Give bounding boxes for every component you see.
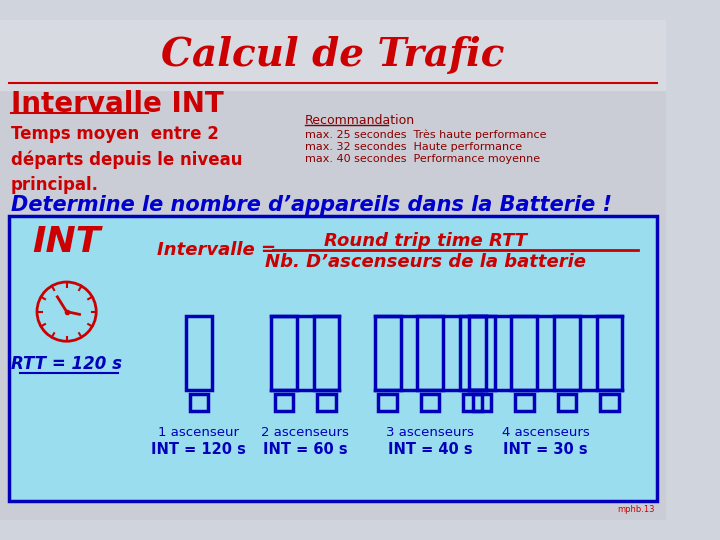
Bar: [459, 316, 485, 390]
Bar: [516, 394, 534, 410]
Bar: [421, 394, 439, 410]
Bar: [271, 316, 297, 390]
Bar: [554, 316, 580, 390]
Bar: [0, 21, 666, 90]
Text: 2 ascenseurs: 2 ascenseurs: [261, 426, 349, 440]
Text: max. 25 secondes  Très haute performance: max. 25 secondes Très haute performance: [305, 130, 546, 140]
Bar: [318, 394, 336, 410]
Bar: [378, 394, 397, 410]
Text: Round trip time RTT: Round trip time RTT: [324, 232, 527, 251]
Text: Temps moyen  entre 2
départs depuis le niveau
principal.: Temps moyen entre 2 départs depuis le ni…: [11, 125, 243, 193]
Bar: [597, 316, 623, 390]
Text: Calcul de Trafic: Calcul de Trafic: [161, 36, 505, 75]
Text: mphb.13: mphb.13: [617, 505, 655, 514]
Text: 1 ascenseur: 1 ascenseur: [158, 426, 239, 440]
Text: INT = 40 s: INT = 40 s: [388, 442, 472, 457]
Bar: [464, 394, 482, 410]
Bar: [189, 394, 208, 410]
Bar: [186, 316, 212, 390]
Text: 4 ascenseurs: 4 ascenseurs: [502, 426, 590, 440]
Text: Intervalle =: Intervalle =: [157, 241, 276, 259]
Text: Intervalle INT: Intervalle INT: [11, 90, 224, 118]
Text: Determine le nombre d’appareils dans la Batterie !: Determine le nombre d’appareils dans la …: [11, 195, 612, 215]
Text: max. 40 secondes  Performance moyenne: max. 40 secondes Performance moyenne: [305, 154, 540, 164]
Text: INT = 120 s: INT = 120 s: [151, 442, 246, 457]
Text: INT: INT: [32, 225, 101, 259]
Bar: [558, 394, 576, 410]
Text: INT = 30 s: INT = 30 s: [503, 442, 588, 457]
Bar: [9, 217, 657, 501]
Bar: [472, 394, 491, 410]
Bar: [374, 316, 400, 390]
Bar: [313, 316, 339, 390]
Text: RTT = 120 s: RTT = 120 s: [11, 355, 122, 373]
Bar: [469, 316, 495, 390]
Text: 3 ascenseurs: 3 ascenseurs: [386, 426, 474, 440]
Bar: [417, 316, 443, 390]
Text: INT = 60 s: INT = 60 s: [263, 442, 348, 457]
Bar: [275, 394, 293, 410]
Bar: [600, 394, 618, 410]
Text: max. 32 secondes  Haute performance: max. 32 secondes Haute performance: [305, 142, 522, 152]
Bar: [511, 316, 537, 390]
Text: Recommandation: Recommandation: [305, 113, 415, 127]
Text: Nb. D’ascenseurs de la batterie: Nb. D’ascenseurs de la batterie: [265, 253, 586, 271]
